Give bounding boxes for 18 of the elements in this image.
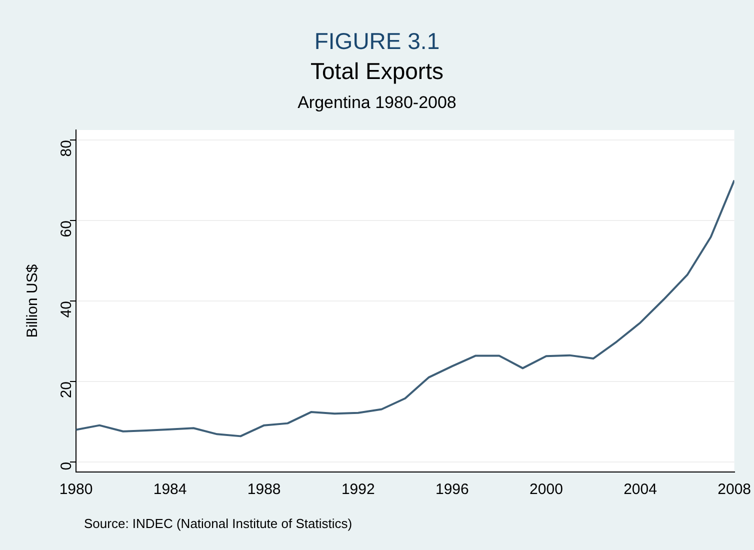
x-tick-label: 1988 (247, 481, 281, 498)
x-tick-label: 1992 (341, 481, 375, 498)
chart-title: FIGURE 3.1 (313, 28, 441, 55)
y-tick-label: 40 (58, 301, 76, 318)
x-tick-label: 1984 (153, 481, 187, 498)
y-tick-label: 80 (58, 140, 76, 157)
text: Argentina 1980-2008 (296, 93, 458, 113)
chart-subtitle: Total Exports (310, 58, 444, 85)
source-note: Source: INDEC (National Institute of Statistics) (84, 516, 352, 531)
y-tick-label: 20 (58, 381, 76, 398)
x-tick-label: 1980 (59, 481, 93, 498)
y-tick-label: 60 (58, 220, 76, 238)
x-tick-label: 2008 (718, 481, 752, 498)
x-tick-label: 2000 (530, 481, 563, 498)
y-tick-label: 0 (58, 462, 76, 470)
y-axis-title: Billion US$ (24, 264, 42, 338)
x-tick-label: 2004 (624, 481, 657, 498)
x-tick-label: 1996 (435, 481, 469, 498)
